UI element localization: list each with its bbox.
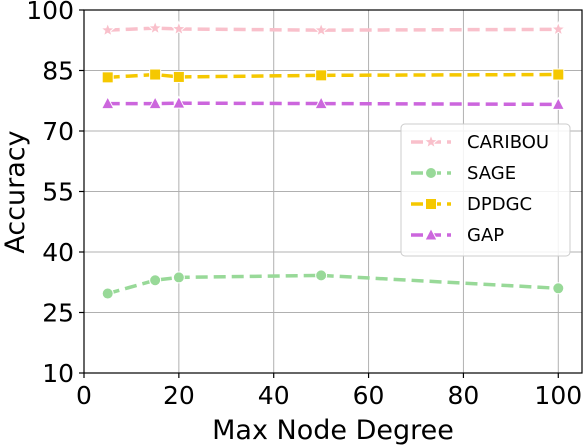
x-tick-label: 40	[258, 381, 290, 410]
series-sage	[101, 269, 565, 300]
series-line	[107, 26, 559, 32]
x-tick-label: 80	[448, 381, 480, 410]
legend-item: DPDGC	[411, 194, 532, 215]
legend-marker	[425, 198, 437, 210]
data-point	[172, 95, 186, 109]
y-tick-label: 70	[42, 117, 74, 146]
legend-label: SAGE	[467, 163, 516, 184]
y-tick-label: 40	[42, 238, 74, 267]
legend-label: DPDGC	[467, 194, 532, 215]
data-point	[149, 68, 162, 81]
data-point	[147, 19, 164, 35]
series-line	[107, 72, 559, 80]
y-tick-label: 100	[26, 0, 74, 25]
legend: CARIBOU SAGE DPDGC GAP	[400, 123, 571, 257]
series-layer	[99, 19, 567, 300]
data-point	[149, 274, 162, 287]
series-line	[107, 101, 559, 107]
legend-marker	[425, 167, 437, 179]
legend-marker	[423, 133, 439, 149]
x-axis-title: Max Node Degree	[212, 415, 454, 446]
legend-label: GAP	[467, 225, 504, 246]
data-point	[550, 20, 567, 37]
y-tick-label: 10	[42, 359, 74, 388]
data-point	[101, 287, 114, 300]
x-tick-label: 0	[76, 381, 92, 410]
legend-box	[400, 123, 571, 257]
data-point	[552, 282, 565, 295]
x-tick-label: 20	[163, 381, 195, 410]
legend-marker	[424, 227, 438, 241]
data-point	[313, 21, 330, 37]
y-tick-label: 25	[42, 299, 74, 328]
y-axis-title: Accuracy	[0, 130, 31, 253]
x-tick-label: 100	[534, 381, 582, 410]
data-point	[172, 271, 185, 284]
data-point	[172, 70, 185, 83]
series-gap	[100, 95, 566, 110]
series-dpdgc	[101, 68, 565, 84]
series-caribou	[99, 19, 567, 37]
y-tick-label: 55	[42, 178, 74, 207]
data-point	[314, 95, 328, 110]
data-point	[148, 95, 162, 110]
data-point	[99, 21, 116, 37]
data-point	[552, 68, 565, 81]
legend-item: SAGE	[411, 163, 516, 184]
data-point	[101, 71, 114, 84]
legend-item: GAP	[411, 225, 504, 246]
y-tick-label: 85	[42, 57, 74, 86]
data-point	[551, 96, 566, 110]
data-point	[170, 20, 187, 36]
tick-labels: 0 20 40 60 80 100 10 25 40 55 70 85 100	[26, 0, 582, 410]
data-point	[315, 269, 328, 282]
data-point	[100, 95, 115, 110]
legend-item: CARIBOU	[411, 132, 549, 153]
x-tick-label: 60	[353, 381, 385, 410]
legend-label: CARIBOU	[467, 132, 549, 153]
data-point	[315, 69, 328, 82]
